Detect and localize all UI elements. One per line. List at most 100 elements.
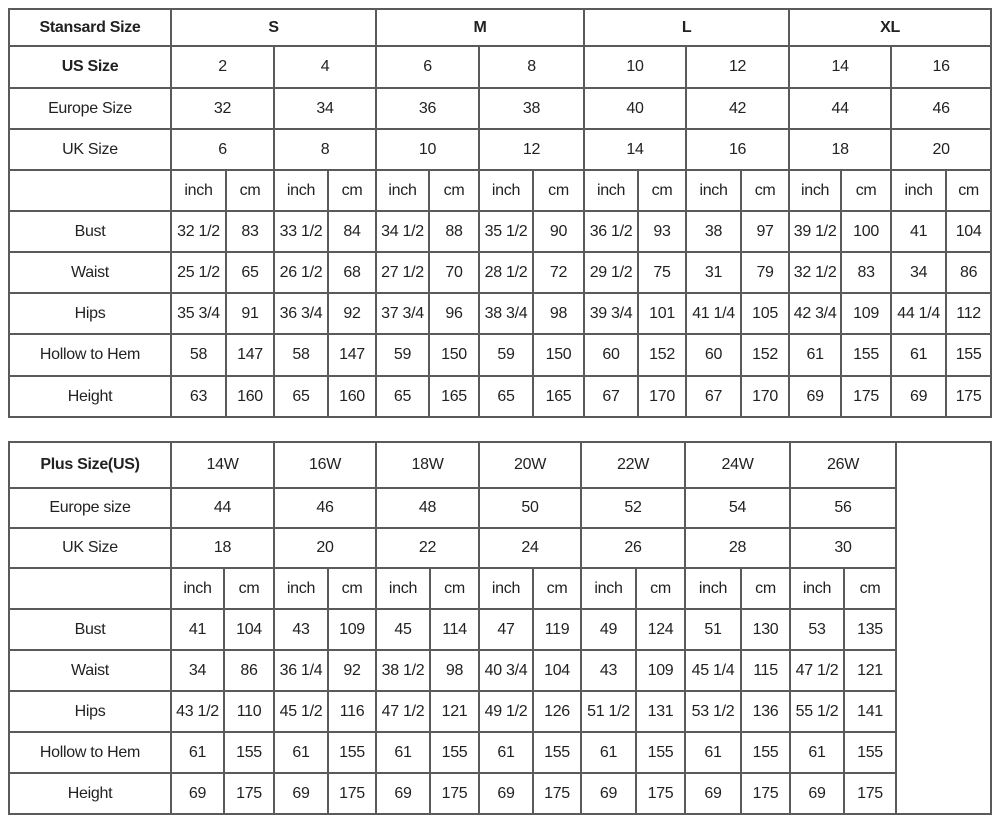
plus-us-size-value: 18W [375, 441, 480, 489]
measurement-value: 55 1/2 [789, 690, 845, 733]
measurement-value: 65 [273, 375, 329, 418]
measurement-value: 72 [531, 251, 586, 294]
us-size-value: 14 [788, 45, 893, 89]
measurement-row-bust: Bust 32 1/2 83 33 1/2 84 34 1/2 88 35 1/2 90 36 1… [8, 210, 993, 253]
us-size-value: 16 [890, 45, 993, 89]
measurement-value: 59 [375, 333, 430, 377]
unit-cm: cm [532, 567, 582, 610]
uk-size-value: 10 [375, 128, 480, 171]
europe-size-value: 34 [273, 87, 377, 130]
measurement-value: 53 [789, 608, 845, 651]
measurement-value: 53 1/2 [684, 690, 742, 733]
measurement-value: 67 [685, 375, 743, 418]
unit-inch: inch [375, 169, 430, 212]
measurement-label: Bust [8, 210, 172, 253]
unit-cm: cm [428, 169, 480, 212]
measurement-value: 90 [531, 210, 586, 253]
measurement-value: 25 1/2 [170, 251, 227, 294]
plus-us-size-value: 14W [170, 441, 275, 489]
unit-cm: cm [327, 567, 377, 610]
measurement-value: 105 [740, 292, 791, 335]
units-row: inch cm inch cm inch cm inch cm inch cm inch cm inch… [8, 169, 993, 212]
measurement-value: 147 [327, 333, 377, 377]
plus-uk-size-value: 26 [580, 527, 686, 569]
measurement-value: 119 [532, 608, 582, 651]
measurement-value: 69 [273, 772, 329, 815]
plus-europe-size-value: 50 [478, 487, 582, 529]
measurement-value: 34 1/2 [375, 210, 430, 253]
measurement-value: 170 [637, 375, 688, 418]
plus-europe-size-value: 56 [789, 487, 897, 529]
measurement-value: 155 [327, 731, 377, 774]
measurement-value: 92 [327, 292, 377, 335]
plus-us-size-value: 26W [789, 441, 897, 489]
measurement-label: Waist [8, 251, 172, 294]
plus-measurement-row-waist: Waist 34 86 36 1/4 92 38 1/2 98 40 3/4 104 43 109 4… [8, 649, 991, 692]
unit-cm: cm [531, 169, 586, 212]
measurement-value: 49 [580, 608, 637, 651]
measurement-value: 39 3/4 [583, 292, 640, 335]
measurement-value: 155 [740, 731, 791, 774]
europe-size-value: 38 [477, 87, 586, 130]
measurement-row-hollow-to-hem: Hollow to Hem 58 147 58 147 59 150 59 150 60 152 60… [8, 333, 993, 377]
unit-cm: cm [637, 169, 688, 212]
unit-cm: cm [740, 169, 791, 212]
measurement-value: 86 [223, 649, 275, 692]
measurement-value: 155 [429, 731, 480, 774]
plus-europe-size-value: 46 [273, 487, 377, 529]
plus-units-row: inch cm inch cm inch cm inch cm inch cm inch cm inch… [8, 567, 991, 610]
measurement-label: Hollow to Hem [8, 731, 172, 774]
measurement-value: 75 [637, 251, 688, 294]
measurement-value: 61 [580, 731, 637, 774]
measurement-value: 65 [225, 251, 275, 294]
measurement-value: 65 [478, 375, 534, 418]
units-label-blank [8, 567, 172, 610]
measurement-value: 60 [583, 333, 640, 377]
measurement-value: 79 [740, 251, 791, 294]
measurement-value: 116 [327, 690, 377, 733]
measurement-value: 69 [890, 375, 948, 418]
unit-cm: cm [740, 567, 791, 610]
plus-europe-size-row: Europe size 44 46 48 50 52 54 56 [8, 487, 991, 529]
measurement-value: 42 3/4 [788, 292, 843, 335]
measurement-row-height: Height 63 160 65 160 65 165 65 165 67 170 67 170 69 17… [8, 375, 993, 418]
measurement-value: 152 [740, 333, 791, 377]
plus-europe-size-value: 54 [684, 487, 791, 529]
unit-inch: inch [375, 567, 431, 610]
plus-europe-size-value: 44 [170, 487, 275, 529]
plus-measurement-row-bust: Bust 41 104 43 109 45 114 47 119 49 124 51 130 53 135 [8, 608, 991, 651]
measurement-value: 61 [788, 333, 843, 377]
measurement-value: 141 [843, 690, 897, 733]
plus-uk-size-value: 28 [684, 527, 791, 569]
measurement-value: 32 1/2 [170, 210, 227, 253]
measurement-value: 83 [840, 251, 893, 294]
uk-size-value: 6 [170, 128, 275, 171]
measurement-value: 98 [531, 292, 586, 335]
unit-inch: inch [890, 169, 948, 212]
measurement-value: 38 [685, 210, 743, 253]
measurement-row-hips: Hips 35 3/4 91 36 3/4 92 37 3/4 96 38 3/4 98 39 3… [8, 292, 993, 335]
measurement-value: 47 1/2 [375, 690, 431, 733]
size-group-m: M [374, 8, 586, 47]
us-size-value: 10 [583, 45, 688, 89]
unit-cm: cm [840, 169, 893, 212]
unit-inch: inch [478, 169, 534, 212]
us-size-row: US Size 2 4 6 8 10 12 14 16 [8, 45, 993, 89]
group-row: Stansard Size S M L XL [8, 8, 993, 47]
plus-us-size-value: 20W [478, 441, 582, 489]
measurement-value: 160 [225, 375, 275, 418]
plus-uk-size-row: UK Size 18 20 22 24 26 28 30 [8, 527, 991, 569]
measurement-value: 121 [429, 690, 480, 733]
uk-size-value: 8 [273, 128, 377, 171]
measurement-value: 41 1/4 [685, 292, 743, 335]
measurement-value: 155 [223, 731, 275, 774]
units-label-blank [8, 169, 172, 212]
measurement-value: 29 1/2 [583, 251, 640, 294]
measurement-value: 41 [890, 210, 948, 253]
unit-inch: inch [478, 567, 534, 610]
measurement-value: 38 3/4 [478, 292, 534, 335]
plus-size-table: Plus Size(US) 14W 16W 18W 20W 22W 24W 26W Europe… [8, 441, 992, 815]
measurement-value: 61 [684, 731, 742, 774]
measurement-value: 43 [273, 608, 329, 651]
unit-inch: inch [583, 169, 640, 212]
